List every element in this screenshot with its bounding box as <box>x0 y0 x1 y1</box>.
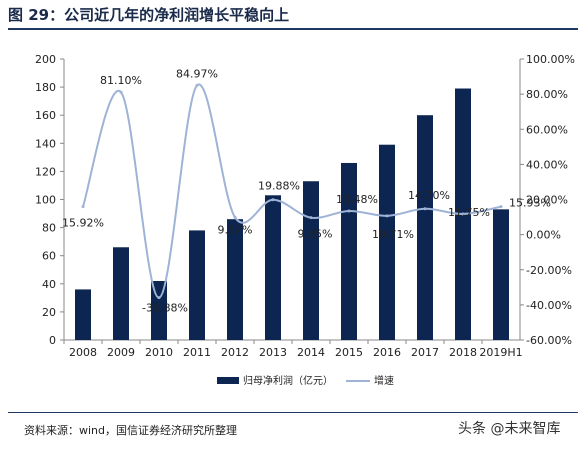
left-tick-label: 60 <box>42 250 56 263</box>
left-tick-label: 20 <box>42 306 56 319</box>
bar-2016 <box>379 144 395 340</box>
x-tick-label: 2013 <box>259 346 287 359</box>
growth-label-2019H1: 15.93% <box>509 197 551 210</box>
bar-2009 <box>113 247 129 340</box>
x-tick-label: 2008 <box>69 346 97 359</box>
growth-label-2018: 11.75% <box>448 206 490 219</box>
right-tick-label: -60.00% <box>526 334 572 347</box>
growth-point-2008 <box>81 205 85 209</box>
bar-2015 <box>341 162 357 340</box>
x-tick-label: 2011 <box>183 346 211 359</box>
growth-label-2008: 15.92% <box>62 217 104 230</box>
right-tick-label: -40.00% <box>526 299 572 312</box>
x-tick-label: 2017 <box>411 346 439 359</box>
growth-label-2011: 84.97% <box>176 67 218 80</box>
bar-2011 <box>189 230 205 340</box>
legend-swatch-bars <box>217 377 239 384</box>
growth-label-2016: 10.71% <box>372 228 414 241</box>
growth-point-2011 <box>195 83 199 87</box>
footer-divider <box>8 412 578 413</box>
combo-chart: 0 20 40 60 80 100 120 140 160 180 200 -60.00% -40.00… <box>35 53 575 387</box>
growth-label-2009: 81.10% <box>100 74 142 87</box>
x-tick-label: 2016 <box>373 346 401 359</box>
right-tick-label: 20.00% <box>526 194 568 207</box>
left-tick-label: 200 <box>35 53 56 66</box>
x-tick-label: 2014 <box>297 346 325 359</box>
bar-2013 <box>265 195 281 340</box>
left-tick-label: 180 <box>35 81 56 94</box>
growth-point-2017 <box>423 207 427 211</box>
bar-2008 <box>75 289 91 340</box>
growth-point-2013 <box>271 198 275 202</box>
growth-point-2018 <box>461 212 465 216</box>
growth-point-2009 <box>119 90 123 94</box>
growth-label-2013: 19.88% <box>258 180 300 193</box>
growth-point-2016 <box>385 214 389 218</box>
right-tick-label: 40.00% <box>526 158 568 171</box>
x-tick-label: 2018 <box>449 346 477 359</box>
watermark-text: 头条 @未来智库 <box>458 421 561 437</box>
growth-point-2012 <box>233 215 237 219</box>
right-tick-label: 0.00% <box>526 229 561 242</box>
right-tick-label: 100.00% <box>526 53 575 66</box>
x-tick-label: 2010 <box>145 346 173 359</box>
x-tick-label: 2012 <box>221 346 249 359</box>
bar-2019H1 <box>493 209 509 340</box>
right-tick-label: 80.00% <box>526 88 568 101</box>
left-tick-label: 80 <box>42 222 56 235</box>
left-tick-label: 100 <box>35 194 56 207</box>
left-tick-label: 140 <box>35 137 56 150</box>
growth-point-2019H1 <box>499 205 503 209</box>
x-tick-label: 2009 <box>107 346 135 359</box>
x-tick-label: 2019H1 <box>479 346 522 359</box>
growth-point-2010 <box>157 296 161 300</box>
x-tick-label: 2015 <box>335 346 363 359</box>
growth-point-2014 <box>309 216 313 220</box>
growth-label-2012: 9.87% <box>218 223 253 236</box>
growth-line-series <box>82 83 502 299</box>
growth-label-2015: 13.48% <box>336 193 378 206</box>
legend-label-line: 增速 <box>374 374 394 387</box>
bar-2017 <box>417 115 433 340</box>
bar-2012 <box>227 219 243 340</box>
left-tick-label: 120 <box>35 165 56 178</box>
bar-2014 <box>303 181 319 340</box>
growth-point-2015 <box>347 209 351 213</box>
legend-label-bars: 归母净利润（亿元） <box>243 374 333 387</box>
bar-2010 <box>151 280 167 340</box>
growth-label-2010: -35.88% <box>142 302 188 315</box>
right-tick-label: 60.00% <box>526 123 568 136</box>
growth-label-2017: 14.70% <box>408 189 450 202</box>
title-divider <box>8 28 578 30</box>
right-tick-label: -20.00% <box>526 264 572 277</box>
left-tick-label: 0 <box>49 334 56 347</box>
left-tick-label: 160 <box>35 109 56 122</box>
figure-title: 图 29：公司近几年的净利润增长平稳向上 <box>8 6 290 24</box>
left-tick-label: 40 <box>42 278 56 291</box>
growth-label-2014: 9.65% <box>298 228 333 241</box>
source-note: 资料来源：wind，国信证券经济研究所整理 <box>24 424 238 437</box>
